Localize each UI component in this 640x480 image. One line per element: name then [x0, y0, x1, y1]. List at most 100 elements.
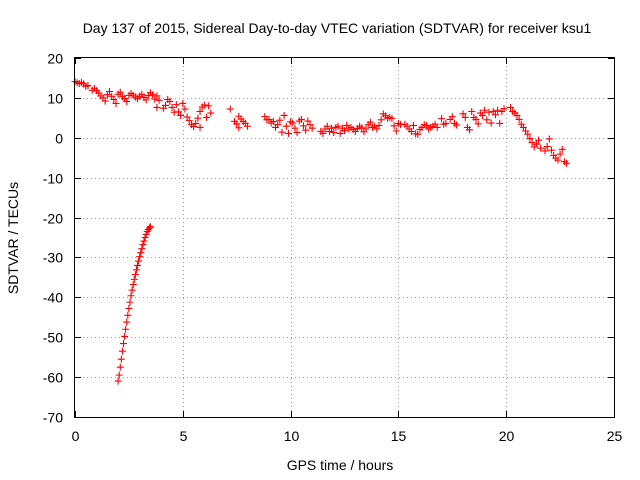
data-point-marker — [377, 116, 385, 124]
data-point-marker — [137, 249, 145, 257]
data-point-marker — [123, 97, 131, 105]
data-point-marker — [177, 111, 185, 119]
data-point-marker — [153, 103, 161, 111]
data-point-marker — [269, 117, 277, 125]
data-point-marker — [153, 92, 161, 100]
data-point-marker — [243, 122, 251, 130]
data-point-marker — [388, 115, 396, 123]
data-point-marker — [366, 118, 374, 126]
data-point-marker — [139, 241, 147, 249]
data-point-marker — [319, 129, 327, 137]
data-point-marker — [513, 111, 521, 119]
x-tick-label: 0 — [72, 428, 80, 444]
data-markers — [71, 78, 571, 385]
y-tick-label: -20 — [43, 211, 63, 227]
data-point-marker — [466, 126, 474, 134]
data-point-marker — [226, 105, 234, 113]
data-point-marker — [459, 110, 467, 118]
data-point-marker — [362, 125, 370, 133]
y-tick-label: 0 — [55, 131, 63, 147]
data-point-marker — [433, 123, 441, 131]
data-point-marker — [442, 119, 450, 127]
y-tick-label: -30 — [43, 250, 63, 266]
data-point-marker — [358, 124, 366, 132]
y-tick-label: -60 — [43, 370, 63, 386]
y-tick-label: -40 — [43, 290, 63, 306]
x-tick-label: 25 — [607, 428, 623, 444]
data-point-marker — [166, 97, 174, 105]
data-point-marker — [543, 143, 551, 151]
data-point-marker — [185, 117, 193, 125]
data-point-marker — [118, 347, 126, 355]
data-point-marker — [200, 101, 208, 109]
data-point-marker — [491, 111, 499, 119]
data-point-marker — [116, 363, 124, 371]
data-point-marker — [407, 127, 415, 135]
data-point-marker — [524, 130, 532, 138]
y-tick-label: 10 — [47, 91, 63, 107]
x-tick-label: 15 — [391, 428, 407, 444]
data-point-marker — [124, 311, 132, 319]
data-point-marker — [438, 115, 446, 123]
data-point-marker — [120, 340, 128, 348]
data-point-marker — [149, 91, 157, 99]
data-point-marker — [334, 122, 342, 130]
y-axis-label: SDTVAR / TECUs — [5, 182, 21, 294]
data-point-marker — [135, 257, 143, 265]
data-point-marker — [105, 88, 113, 96]
data-point-marker — [330, 129, 338, 137]
data-point-marker — [280, 111, 288, 119]
data-point-marker — [554, 156, 562, 164]
y-tick-label: -50 — [43, 330, 63, 346]
axis-ticks — [75, 58, 615, 418]
data-point-marker — [132, 266, 140, 274]
data-point-marker — [483, 116, 491, 124]
data-point-marker — [138, 245, 146, 253]
data-point-marker — [162, 101, 170, 109]
data-point-marker — [392, 127, 400, 135]
data-point-marker — [545, 135, 553, 143]
data-point-marker — [302, 126, 310, 134]
data-point-marker — [485, 108, 493, 116]
data-point-marker — [205, 102, 213, 110]
data-point-marker — [233, 120, 241, 128]
data-point-marker — [556, 150, 564, 158]
data-point-marker — [179, 99, 187, 107]
data-point-marker — [304, 117, 312, 125]
data-point-marker — [115, 371, 123, 379]
data-point-marker — [453, 121, 461, 129]
data-point-marker — [306, 121, 314, 129]
data-point-marker — [196, 107, 204, 115]
data-point-marker — [461, 113, 469, 121]
data-point-marker — [145, 224, 153, 232]
data-point-marker — [122, 325, 130, 333]
data-point-marker — [183, 113, 191, 121]
data-point-marker — [507, 103, 515, 111]
data-point-marker — [123, 318, 131, 326]
data-point-marker — [192, 119, 200, 127]
data-point-marker — [563, 159, 571, 167]
data-point-marker — [343, 121, 351, 129]
y-tick-label: 20 — [47, 51, 63, 67]
data-point-marker — [422, 121, 430, 129]
data-point-marker — [500, 105, 508, 113]
y-tick-label: -10 — [43, 171, 63, 187]
x-tick-label: 20 — [499, 428, 515, 444]
data-point-marker — [203, 113, 211, 121]
data-point-marker — [142, 96, 150, 104]
data-point-marker — [131, 271, 139, 279]
data-point-marker — [323, 122, 331, 130]
data-point-marker — [478, 111, 486, 119]
x-tick-label: 10 — [284, 428, 300, 444]
data-point-marker — [117, 355, 125, 363]
data-point-marker — [375, 121, 383, 129]
data-point-marker — [110, 95, 118, 103]
data-point-marker — [474, 120, 482, 128]
data-point-marker — [130, 275, 138, 283]
grid-lines — [75, 58, 614, 417]
data-point-marker — [481, 106, 489, 114]
data-point-marker — [172, 101, 180, 109]
data-point-marker — [207, 109, 215, 117]
data-point-marker — [116, 88, 124, 96]
